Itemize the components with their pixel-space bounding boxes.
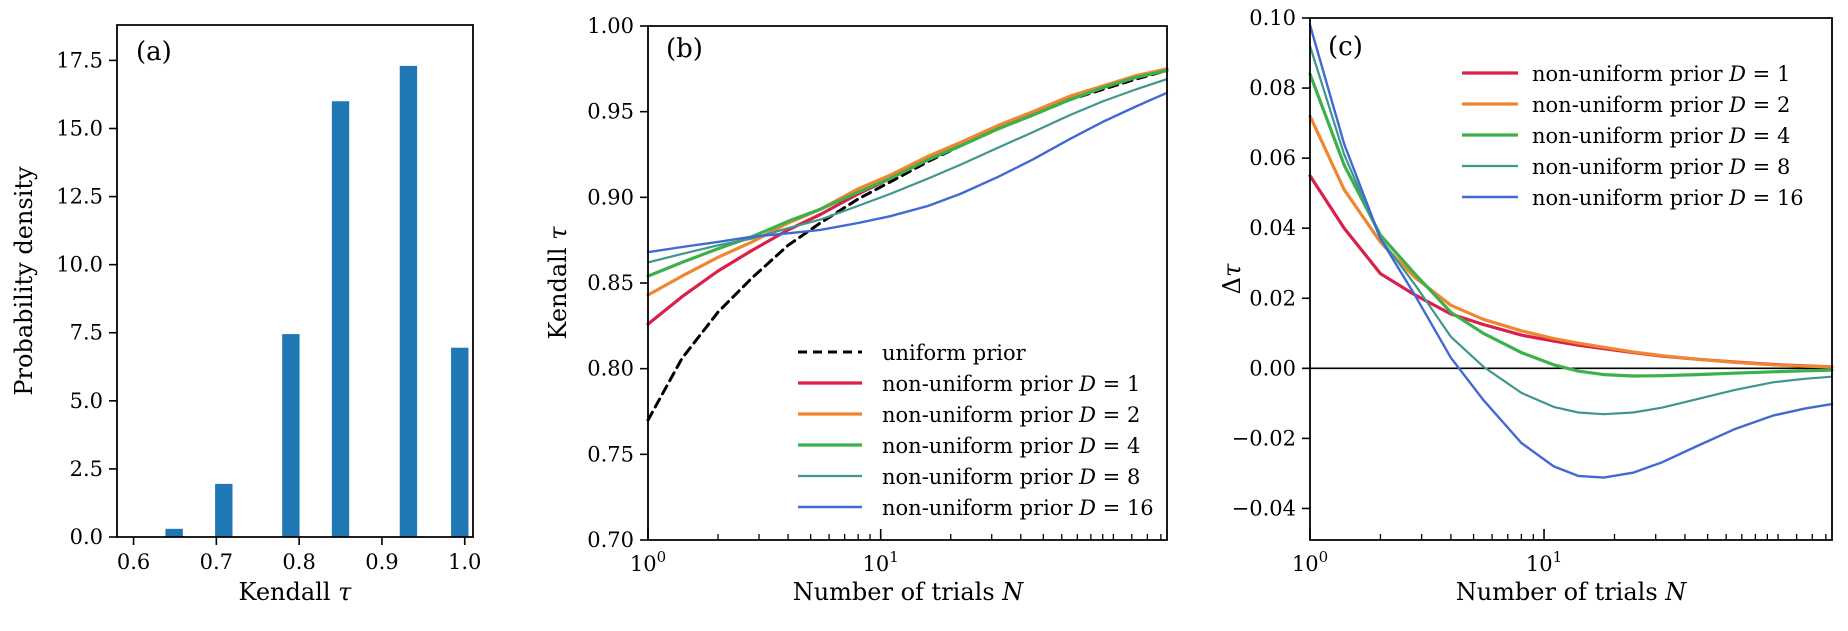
legend-label: non-uniform prior D = 16 (882, 496, 1154, 520)
panel-letter: (a) (136, 37, 172, 67)
legend-label: non-uniform prior D = 2 (882, 403, 1140, 427)
legend-label: non-uniform prior D = 16 (1532, 186, 1804, 210)
panel-a: 0.6 0.7 0.8 0.9 1.0 0.0 2.5 5.0 7.5 10.0 12.5 15.0 1… (10, 24, 481, 606)
y-tick-label: 2.5 (70, 457, 103, 481)
y-tick-label: 1.00 (587, 14, 634, 38)
axes-spines (647, 25, 1168, 541)
y-tick-label: 15.0 (56, 116, 103, 140)
y-tick-label: 0.06 (1249, 146, 1296, 170)
legend: non-uniform prior D = 1 non-uniform prior… (1462, 62, 1804, 210)
bar-5 (451, 347, 469, 537)
legend-label: non-uniform prior D = 4 (882, 434, 1140, 458)
legend-entry: non-uniform prior D = 4 (798, 434, 1140, 458)
y-axis-label: Probability density (10, 166, 38, 396)
legend-entry: non-uniform prior D = 8 (798, 465, 1140, 489)
y-tick-label: 0.08 (1249, 76, 1296, 100)
legend-label: uniform prior (882, 341, 1027, 365)
legend-entry: non-uniform prior D = 4 (1462, 124, 1790, 148)
x-axis-label: Kendall τ (239, 578, 353, 606)
series-line-4 (646, 78, 1169, 264)
y-tick-label: 0.75 (587, 442, 634, 466)
y-tick-label: 0.80 (587, 357, 634, 381)
y-tick-label: 17.5 (56, 48, 103, 72)
legend-label: non-uniform prior D = 8 (1532, 155, 1790, 179)
y-tick-label: −0.04 (1232, 496, 1296, 520)
series-line-3 (1308, 44, 1834, 416)
y-tick-label: 0.95 (587, 100, 634, 124)
axes-spines (116, 24, 474, 538)
legend-label: non-uniform prior D = 4 (1532, 124, 1790, 148)
axes-spines (1309, 17, 1833, 541)
legend-entry: non-uniform prior D = 1 (1462, 62, 1790, 86)
bar-2 (282, 334, 300, 537)
legend-label: non-uniform prior D = 8 (882, 465, 1140, 489)
bar-4 (399, 65, 418, 537)
legend-label: non-uniform prior D = 1 (1532, 62, 1790, 86)
y-tick-label: 0.04 (1249, 216, 1296, 240)
y-tick-label: 0.85 (587, 271, 634, 295)
x-tick-label: 0.6 (117, 550, 150, 574)
x-tick-label: 101 (863, 548, 899, 576)
panel-letter: (b) (666, 34, 703, 64)
legend: uniform prior non-uniform prior D = 1 non-… (798, 341, 1154, 520)
x-axis-label: Number of trials N (793, 578, 1025, 606)
y-tick-label: 0.02 (1249, 286, 1296, 310)
y-tick-label: 0.90 (587, 185, 634, 209)
y-axis-label: Kendall τ (544, 226, 572, 340)
y-tick-label: 7.5 (70, 321, 103, 345)
x-axis-label: Number of trials N (1456, 578, 1688, 606)
panel-c: 100 101 0.10 0.08 0.06 0.04 0.02 0.00 −0.02 −0.04… (1218, 6, 1834, 606)
legend-entry: non-uniform prior D = 1 (798, 372, 1140, 396)
y-axis-label: Δτ (1218, 263, 1246, 294)
legend-entry: non-uniform prior D = 16 (798, 496, 1154, 520)
x-tick-label: 101 (1526, 548, 1562, 576)
y-tick-label: 5.0 (70, 389, 103, 413)
series-line-4 (1308, 23, 1834, 479)
legend-label: non-uniform prior D = 1 (882, 372, 1140, 396)
x-tick-label: 0.7 (200, 550, 233, 574)
series-line-2 (646, 67, 1169, 297)
legend-entry: non-uniform prior D = 16 (1462, 186, 1804, 210)
x-tick-label: 1.0 (448, 550, 481, 574)
legend-entry: non-uniform prior D = 2 (1462, 93, 1790, 117)
y-tick-label: 10.0 (56, 253, 103, 277)
panel-b: 100 101 0.70 0.75 0.80 0.85 0.90 0.95 1.00 Number… (544, 14, 1169, 606)
x-tick-label: 100 (1292, 548, 1328, 576)
legend-label: non-uniform prior D = 2 (1532, 93, 1790, 117)
y-tick-label: 0.0 (70, 525, 103, 549)
legend-entry: uniform prior (798, 341, 1027, 365)
legend-entry: non-uniform prior D = 8 (1462, 155, 1790, 179)
x-tick-label: 0.9 (365, 550, 398, 574)
series-line-2 (1308, 72, 1834, 378)
panel-letter: (c) (1328, 32, 1363, 62)
y-tick-label: 0.00 (1249, 356, 1296, 380)
y-tick-label: 0.70 (587, 528, 634, 552)
bar-3 (331, 101, 350, 538)
y-tick-label: 12.5 (56, 185, 103, 209)
y-tick-label: −0.02 (1232, 426, 1296, 450)
bar-0 (165, 528, 183, 537)
series-line-1 (646, 68, 1169, 326)
series-line-1 (1308, 114, 1834, 369)
legend-entry: non-uniform prior D = 2 (798, 403, 1140, 427)
x-tick-label: 0.8 (282, 550, 315, 574)
bar-1 (215, 483, 233, 537)
x-tick-label: 100 (630, 548, 666, 576)
series-line-5 (646, 91, 1169, 254)
y-tick-label: 0.10 (1249, 6, 1296, 30)
